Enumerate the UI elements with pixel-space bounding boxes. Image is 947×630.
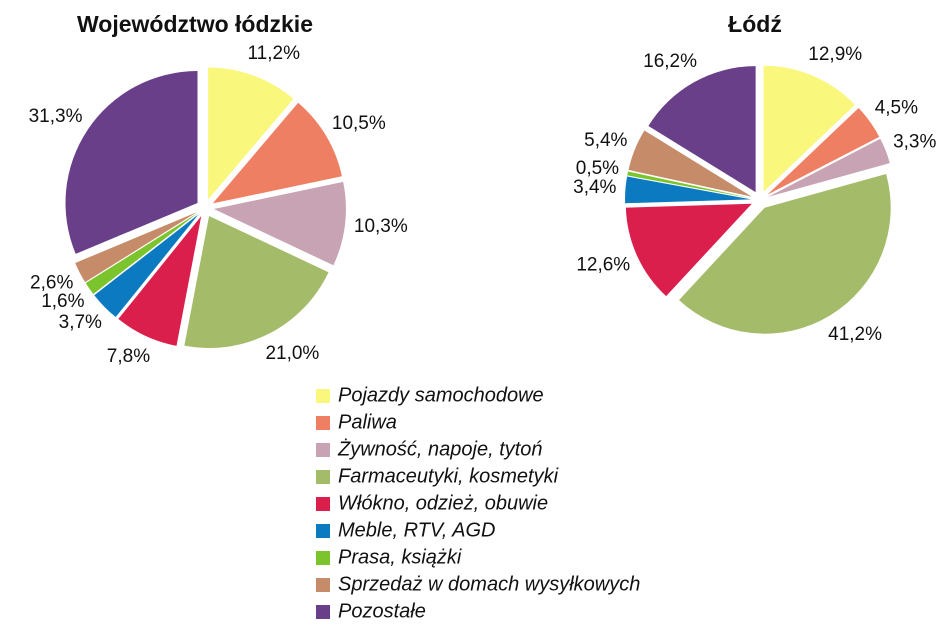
data-label: 41,2% [828,324,882,345]
data-label: 0,5% [576,158,619,179]
pie-slice [75,212,198,283]
data-label: 1,6% [41,291,84,312]
data-label: 10,5% [332,113,386,134]
pie-slice [85,213,198,295]
legend-label: Paliwa [338,411,397,433]
pie-slice [648,66,756,193]
legend-label: Pozostałe [338,600,426,622]
legend-label: Włókno, odzież, obuwie [338,492,548,514]
legend-swatch [316,524,330,538]
pie-slice [94,214,199,318]
data-label: 12,9% [808,44,862,65]
data-label: 21,0% [265,343,319,364]
legend-swatch [316,497,330,511]
data-label: 2,6% [30,272,73,293]
legend-swatch [316,389,330,403]
legend-label: Meble, RTV, AGD [338,519,495,541]
pie-slice [118,216,202,346]
pie-slice [767,107,880,195]
legend-swatch [316,578,330,592]
pie-slice [212,102,342,204]
pie-slice [763,65,855,192]
legend-swatch [316,443,330,457]
data-label: 3,4% [573,177,616,198]
legend-label: Sprzedaż w domach wysyłkowych [338,573,640,595]
pie-slice [213,181,346,266]
data-label: 31,3% [29,106,83,127]
legend-swatch [316,551,330,565]
pie-slice [628,130,752,197]
data-label: 7,8% [107,346,150,367]
data-label: 10,3% [354,216,408,237]
legend-swatch [316,605,330,619]
legend-label: Żywność, napoje, tytoń [337,438,543,460]
chart-title: Łódź [728,11,782,37]
pie-slice [627,171,752,199]
pie-slice [184,216,329,349]
data-label: 16,2% [643,51,697,72]
pie-slice [768,138,890,197]
data-label: 12,6% [576,254,630,275]
data-label: 3,3% [893,131,936,152]
chart-title: Województwo łódzkie [77,11,313,37]
legend-label: Pojazdy samochodowe [338,384,544,406]
legend-swatch [316,470,330,484]
data-label: 5,4% [584,130,627,151]
pie-slice [679,174,891,334]
pie-slice [208,67,294,200]
pie-slice [625,203,752,297]
data-label: 4,5% [875,97,918,118]
legend-label: Prasa, książki [338,546,462,568]
data-label: 11,2% [248,43,301,64]
legend-label: Farmaceutyki, kosmetyki [338,465,559,487]
data-label: 3,7% [59,312,102,333]
pie-slice [625,176,752,204]
pie-slice [65,71,198,254]
legend-swatch [316,416,330,430]
